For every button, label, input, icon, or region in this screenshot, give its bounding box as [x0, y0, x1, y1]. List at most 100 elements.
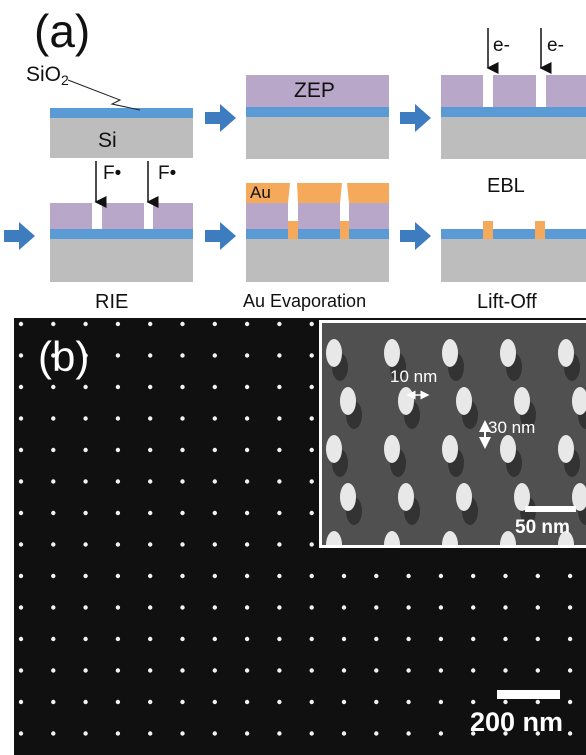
nanodot	[309, 731, 314, 736]
nanodot	[18, 321, 24, 327]
nanodot	[115, 416, 121, 421]
nanodot	[180, 384, 185, 390]
nanodot	[83, 636, 88, 642]
nanodot	[374, 731, 379, 736]
nanodot	[244, 353, 250, 358]
step3-ebl	[441, 28, 586, 159]
inset-nanodot	[384, 531, 400, 545]
nanodot	[535, 573, 540, 579]
nanodot	[503, 573, 508, 579]
nanodot	[309, 321, 314, 327]
nanodot	[277, 573, 282, 579]
nanodot	[51, 636, 56, 642]
nanodot	[148, 353, 153, 358]
nanodot	[83, 668, 88, 673]
inset-nanodots	[322, 323, 586, 545]
nanodot	[244, 510, 250, 516]
nanodot	[18, 573, 24, 579]
nanodot	[212, 447, 217, 453]
nanodot	[212, 353, 217, 358]
nanodot	[18, 699, 24, 705]
nanodot	[180, 542, 185, 547]
inset-nanodot	[326, 435, 342, 463]
nanodot	[374, 636, 379, 642]
fabrication-schematic	[4, 28, 586, 282]
nanodot	[535, 636, 540, 642]
nanodot	[83, 542, 88, 547]
inset-nanodot	[572, 387, 586, 415]
nanodot	[244, 542, 250, 547]
nanodot	[212, 699, 217, 705]
nanodot	[51, 321, 56, 327]
nanodot	[18, 416, 24, 421]
nanodot	[244, 416, 250, 421]
arrow-icon	[400, 104, 431, 132]
nanodot	[148, 636, 153, 642]
nanodot	[309, 699, 314, 705]
nanodot	[309, 447, 314, 453]
nanodot	[567, 668, 573, 673]
nanodot	[374, 699, 379, 705]
nanodot	[244, 321, 250, 327]
nanodot	[83, 731, 88, 736]
nanodot	[18, 542, 24, 547]
panel-a-label: (a)	[34, 5, 91, 57]
nanodot	[309, 605, 314, 610]
nanodot	[277, 479, 282, 484]
nanodot	[471, 699, 476, 705]
nanodot	[503, 668, 508, 673]
nanodot	[277, 353, 282, 358]
sem-inset	[319, 320, 586, 548]
step5-au-evaporation	[246, 183, 389, 282]
nanodot	[309, 668, 314, 673]
nanodot	[212, 636, 217, 642]
nanodot	[471, 731, 476, 736]
nanodot	[51, 542, 56, 547]
nanodot	[277, 605, 282, 610]
inset-nanodot	[572, 483, 586, 511]
nanodot	[212, 573, 217, 579]
nanodot	[438, 668, 444, 673]
nanodot	[212, 731, 217, 736]
step4-rie	[50, 161, 193, 282]
panel-b-label: (b)	[38, 333, 90, 380]
nanodot	[406, 636, 411, 642]
nanodot	[406, 731, 411, 736]
nanodot	[341, 573, 347, 579]
nanodot	[148, 605, 153, 610]
nanodot	[309, 416, 314, 421]
nanodot	[115, 731, 121, 736]
step1-substrate	[50, 79, 193, 158]
nanodot	[51, 731, 56, 736]
nanodot	[83, 353, 88, 358]
nanodot	[309, 479, 314, 484]
fluorine-etch-label: F•	[158, 163, 177, 184]
nanodot	[180, 731, 185, 736]
nanodot	[51, 573, 56, 579]
nanodot	[277, 416, 282, 421]
inset-nanodot	[326, 531, 342, 545]
nanodot	[438, 605, 444, 610]
nanodot	[406, 573, 411, 579]
nanodot	[244, 668, 250, 673]
nanodot	[212, 510, 217, 516]
nanodot	[567, 573, 573, 579]
nanodot	[309, 510, 314, 516]
nanodot	[244, 447, 250, 453]
nanodot	[567, 605, 573, 610]
nanodot	[535, 605, 540, 610]
nanodot	[180, 699, 185, 705]
nanodot	[115, 353, 121, 358]
step-label-lift-off: Lift-Off	[477, 291, 537, 313]
fluorine-etch-label: F•	[103, 163, 122, 184]
nanodot	[277, 668, 282, 673]
nanodot	[212, 321, 217, 327]
nanodot	[180, 636, 185, 642]
nanodot	[115, 384, 121, 390]
nanodot	[148, 447, 153, 453]
nanodot	[115, 479, 121, 484]
inset-nanodot	[500, 339, 516, 367]
nanodot	[18, 605, 24, 610]
nanodot	[115, 542, 121, 547]
nanodot	[471, 573, 476, 579]
